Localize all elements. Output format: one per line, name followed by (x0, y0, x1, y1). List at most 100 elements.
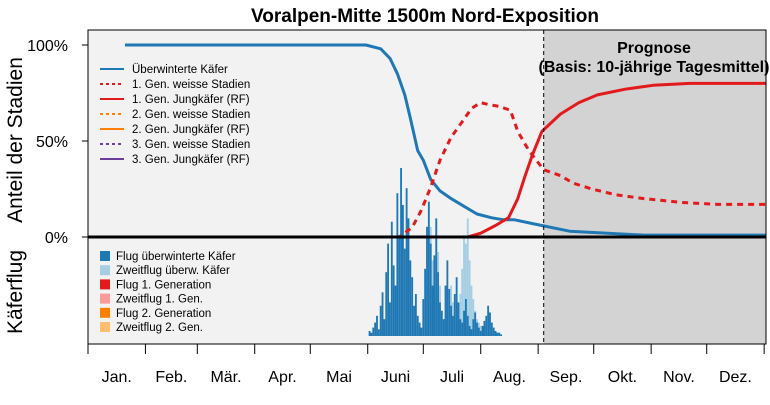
flight-bar-primary (381, 292, 384, 336)
flight-bar-primary (411, 277, 414, 336)
flight-bar-primary (414, 294, 417, 336)
flight-bar-primary (387, 243, 390, 336)
legend-label: Flug überwinterte Käfer (116, 251, 236, 263)
flight-bar-primary (472, 319, 475, 336)
flight-bar-primary (483, 320, 486, 336)
flight-bar-primary (470, 329, 473, 336)
legend-flight: Flug überwinterte Käfer Zweitflug überw. … (100, 251, 236, 334)
legend-label: Überwinterte Käfer (132, 64, 228, 76)
month-label: Nov. (663, 369, 695, 386)
flight-bar-primary (444, 285, 447, 336)
flight-bar-primary (401, 204, 404, 336)
flight-bar-primary (453, 294, 456, 336)
legend-swatch (100, 293, 110, 304)
flight-bar-primary (448, 288, 451, 336)
flight-bar-primary (403, 248, 406, 336)
legend-label: 3. Gen. weisse Stadien (132, 139, 250, 151)
flight-bar-primary (466, 315, 469, 336)
flight-bar-primary (485, 315, 488, 336)
legend-label: Flug 1. Generation (116, 279, 211, 291)
y-axis-label-stages: Anteil der Stadien (4, 57, 27, 223)
flight-bar-primary (452, 315, 454, 336)
flight-bar-primary (389, 302, 391, 336)
flight-bar-secondary (464, 243, 467, 336)
y-tick-label: 0% (45, 230, 68, 247)
legend-label: Flug 2. Generation (116, 308, 211, 320)
flight-bar-primary (468, 325, 471, 336)
forecast-label: Prognose (617, 40, 691, 57)
flight-bar-primary (463, 310, 465, 336)
flight-bar-primary (385, 272, 388, 336)
month-label: Feb. (155, 369, 187, 386)
month-label: Apr. (268, 369, 296, 386)
flight-bar-primary (439, 302, 441, 336)
flight-bar-primary (481, 325, 484, 336)
flight-bar-primary (418, 322, 421, 336)
y-tick-label: 100% (27, 38, 68, 55)
flight-bar-primary (413, 305, 415, 336)
flight-bar-primary (477, 327, 480, 336)
flight-bar-secondary (472, 299, 475, 336)
legend-swatch (100, 307, 110, 318)
flight-bar-primary (392, 265, 395, 336)
flight-bar-primary (372, 327, 375, 336)
flight-bar-primary (492, 327, 495, 336)
legend-swatch (100, 265, 110, 276)
month-label: Okt. (608, 369, 637, 386)
flight-bar-primary (494, 330, 497, 336)
series-line-2 (88, 81, 766, 239)
flight-bar-secondary (461, 268, 464, 336)
flight-bar-primary (500, 334, 503, 336)
flight-bar-primary (379, 305, 382, 336)
plot-background (88, 30, 766, 344)
flight-bar-primary (437, 272, 440, 336)
flight-bar-primary (487, 305, 490, 336)
flight-bar-secondary (470, 285, 473, 336)
plot-frame (87, 29, 767, 345)
flight-bar-primary (461, 322, 464, 336)
flight-bar-primary (368, 330, 371, 336)
flight-bar-primary (446, 260, 449, 336)
legend-swatch (100, 279, 110, 290)
flight-bar-secondary (468, 260, 471, 336)
flight-bar-primary (498, 332, 501, 336)
y-axis-label-flight: Käferflug (4, 250, 27, 334)
flight-bar-primary (396, 193, 399, 336)
legend-label: Zweitflug überw. Käfer (116, 265, 230, 277)
series-lines (88, 43, 766, 239)
flight-bar-primary (431, 285, 434, 336)
flight-bar-primary (377, 329, 380, 336)
month-label: Jan. (102, 369, 132, 386)
month-label: Aug. (493, 369, 526, 386)
flight-bar-primary (433, 255, 436, 336)
legend-label: Zweitflug 2. Gen. (116, 322, 203, 334)
month-label: Juni (381, 369, 410, 386)
month-label: Mai (326, 369, 352, 386)
legend-label: Zweitflug 1. Gen. (116, 294, 203, 306)
flight-bar-primary (474, 312, 477, 336)
flight-bar-primary (496, 332, 499, 336)
legend-label: 1. Gen. weisse Stadien (132, 79, 250, 91)
legend-label: 2. Gen. weisse Stadien (132, 109, 250, 121)
flight-bar-primary (426, 226, 428, 336)
series-line-0 (125, 43, 766, 237)
flight-bar-primary (416, 315, 419, 336)
plot-border (87, 29, 767, 345)
flight-bar-primary (405, 188, 408, 336)
legend-label: 2. Gen. Jungkäfer (RF) (132, 124, 250, 136)
flight-bar-primary (376, 315, 378, 336)
flight-bar-primary (383, 319, 386, 336)
flight-bar-primary (394, 285, 397, 336)
axes: 0% 50% 100% Jan. Feb. Mär. Apr. Mai Juni Juli Aug.… (27, 38, 765, 386)
flight-bar-primary (479, 330, 482, 336)
flight-bar-primary (476, 322, 478, 336)
flight-bar-primary (422, 299, 425, 336)
month-label: Juli (440, 369, 464, 386)
flight-bar-primary (450, 305, 453, 336)
y-tick-label: 50% (36, 134, 68, 151)
series-line-1 (88, 101, 766, 239)
flight-bar-primary (424, 268, 427, 336)
flight-bar-primary (398, 235, 401, 336)
flight-bar-primary (420, 327, 423, 336)
